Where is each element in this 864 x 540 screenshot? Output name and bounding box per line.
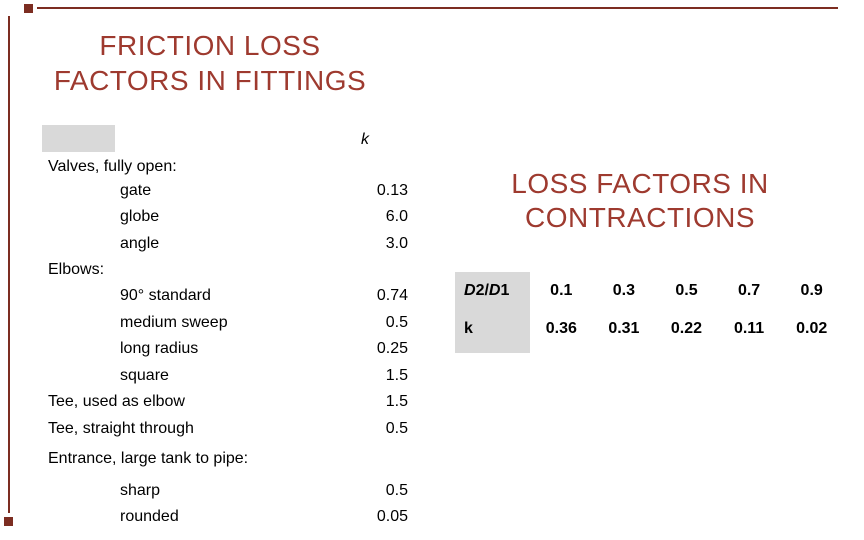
fitting-row: gate 0.13 <box>42 182 408 199</box>
fitting-label: square <box>120 367 169 384</box>
fitting-row: sharp 0.5 <box>42 482 408 499</box>
ratio-value: 0.7 <box>737 282 761 299</box>
fittings-title-line1: FRICTION LOSS <box>99 30 321 61</box>
fitting-label: Elbows: <box>48 261 105 278</box>
fitting-label: 90° standard <box>120 287 211 304</box>
diameter-ratio-part: D <box>464 282 476 299</box>
fitting-row: Tee, straight through 0.5 <box>42 420 408 437</box>
fitting-row: 90° standard 0.74 <box>42 287 408 304</box>
fitting-row: Tee, used as elbow 1.5 <box>42 393 408 410</box>
fitting-row: Valves, fully open: <box>42 158 408 175</box>
fitting-value: 0.5 <box>385 314 408 331</box>
diameter-ratio-part: 2/ <box>475 282 489 299</box>
fitting-value: 1.5 <box>385 393 408 410</box>
contractions-title-line2: CONTRACTIONS <box>525 202 755 233</box>
fitting-value: 0.13 <box>376 182 408 199</box>
fitting-label: Entrance, large tank to pipe: <box>48 450 249 467</box>
fitting-row: Elbows: <box>42 261 408 278</box>
fitting-value: 0.5 <box>385 482 408 499</box>
k-value: 0.02 <box>796 320 828 337</box>
fitting-label: rounded <box>120 508 179 525</box>
fittings-title-line2: FACTORS IN FITTINGS <box>53 65 367 96</box>
fitting-label: Tee, used as elbow <box>48 393 185 410</box>
fitting-label: angle <box>120 235 160 252</box>
fittings-title: FRICTION LOSS FACTORS IN FITTINGS <box>28 28 392 98</box>
fitting-value: 0.5 <box>385 420 408 437</box>
accent-left-rule <box>8 16 10 513</box>
contractions-header-cell <box>455 272 530 353</box>
fitting-row: medium sweep 0.5 <box>42 314 408 331</box>
k-value: 0.11 <box>733 320 765 337</box>
diameter-ratio-values-row: 0.1 0.3 0.5 0.7 0.9 <box>530 282 843 300</box>
fitting-value: 1.5 <box>385 367 408 384</box>
fitting-value: 6.0 <box>385 208 408 225</box>
accent-corner-square-top <box>24 4 33 13</box>
fitting-row: long radius 0.25 <box>42 340 408 357</box>
fitting-label: globe <box>120 208 160 225</box>
contractions-k-label: k <box>464 320 473 337</box>
fitting-row: Entrance, large tank to pipe: <box>42 450 408 467</box>
fitting-value: 3.0 <box>385 235 408 252</box>
fitting-value: 0.05 <box>376 508 408 525</box>
diameter-ratio-part: 1 <box>500 282 510 299</box>
accent-corner-square-bottom <box>4 517 13 526</box>
fitting-row: rounded 0.05 <box>42 508 408 525</box>
fitting-label: Tee, straight through <box>48 420 194 437</box>
contractions-title: LOSS FACTORS IN CONTRACTIONS <box>470 167 810 235</box>
k-value: 0.31 <box>608 320 640 337</box>
ratio-value: 0.1 <box>550 282 573 299</box>
fitting-label: gate <box>120 182 152 199</box>
fitting-row: square 1.5 <box>42 367 408 384</box>
fittings-header-cell <box>42 125 115 152</box>
k-value: 0.22 <box>670 320 703 337</box>
fitting-value: 0.25 <box>376 340 408 357</box>
ratio-value: 0.9 <box>800 282 823 299</box>
contractions-k-values-row: 0.36 0.31 0.22 0.11 0.02 <box>530 320 843 338</box>
fitting-row: globe 6.0 <box>42 208 408 225</box>
fitting-value: 0.74 <box>376 287 408 304</box>
ratio-value: 0.3 <box>612 282 636 299</box>
fitting-label: medium sweep <box>120 314 228 331</box>
diameter-ratio-part: D <box>488 282 501 299</box>
fitting-label: Valves, fully open: <box>48 158 177 175</box>
diameter-ratio-label: D2/D1 <box>464 282 528 300</box>
fitting-label: sharp <box>120 482 161 499</box>
fitting-row: angle 3.0 <box>42 235 408 252</box>
ratio-value: 0.5 <box>675 282 698 299</box>
contractions-title-line1: LOSS FACTORS IN <box>511 168 769 199</box>
fitting-label: long radius <box>120 340 199 357</box>
k-value: 0.36 <box>545 320 577 337</box>
fittings-k-column-header: k <box>361 131 369 148</box>
accent-top-rule <box>37 7 838 9</box>
